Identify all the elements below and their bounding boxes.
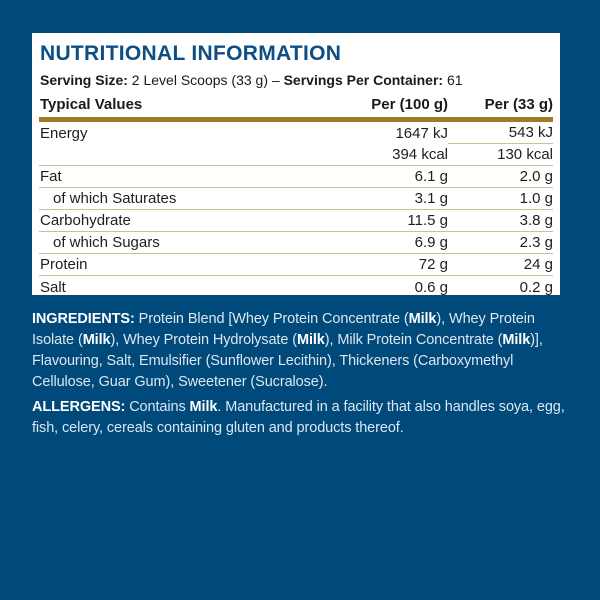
value-per-33g: 24 g xyxy=(523,256,553,273)
value-per-33g: 0.2 g xyxy=(519,278,553,296)
text-segment: ), Milk Protein Concentrate ( xyxy=(324,332,503,348)
servings-per-container-value: 61 xyxy=(443,72,463,88)
value-per-100g: 6.1 g xyxy=(414,168,448,185)
nutrient-label: of which Sugars xyxy=(53,234,160,251)
nutrient-label: Protein xyxy=(40,256,88,273)
value-per-33g: 543 kJ xyxy=(448,122,553,144)
value-per-100g: 1647 kJ xyxy=(395,124,448,142)
nutrient-label: of which Saturates xyxy=(53,190,177,207)
table-row-energy-kj: Energy 1647 kJ 543 kJ xyxy=(39,122,553,144)
table-row-fat: Fat 6.1 g 2.0 g xyxy=(39,166,553,188)
table-row-salt: Salt 0.6 g 0.2 g xyxy=(39,276,553,298)
value-per-100g: 3.1 g xyxy=(414,190,448,207)
nutrient-label: Fat xyxy=(40,168,62,185)
text-segment: . Manufactured in a facility that also h… xyxy=(32,399,565,436)
text-segment: Milk xyxy=(408,311,437,327)
nutrient-label: Salt xyxy=(40,278,66,296)
text-segment: )], Flavouring, Salt, Emulsifier (Sunflo… xyxy=(32,332,543,390)
value-per-33g: 3.8 g xyxy=(519,212,553,229)
table-row-carbohydrate: Carbohydrate 11.5 g 3.8 g xyxy=(39,210,553,232)
table-row-saturates: of which Saturates 3.1 g 1.0 g xyxy=(39,188,553,210)
column-header-typical-values: Typical Values xyxy=(40,96,143,113)
value-per-33g: 2.3 g xyxy=(519,234,553,251)
column-header-per-33g: Per (33 g) xyxy=(484,96,553,113)
text-segment: ), Whey Protein Hydrolysate ( xyxy=(110,332,298,348)
value-per-100g: 394 kcal xyxy=(392,146,448,163)
column-header-per-100g: Per (100 g) xyxy=(371,96,448,113)
value-per-100g: 6.9 g xyxy=(414,234,448,251)
ingredients-paragraph: INGREDIENTS: Protein Blend [Whey Protein… xyxy=(32,309,572,393)
serving-info-line: Serving Size: 2 Level Scoops (33 g) – Se… xyxy=(40,71,553,89)
nutrient-label: Carbohydrate xyxy=(40,212,131,229)
text-segment: Milk xyxy=(502,332,531,348)
dash-separator: – xyxy=(271,72,284,88)
serving-size-label: Serving Size: xyxy=(40,72,128,88)
text-segment: Protein Blend [Whey Protein Concentrate … xyxy=(138,311,409,327)
serving-size-value: 2 Level Scoops (33 g) xyxy=(127,72,272,88)
text-segment: ALLERGENS: xyxy=(32,399,130,415)
text-segment: Milk xyxy=(82,332,111,348)
header-rule xyxy=(39,117,553,122)
table-row-energy-kcal: 394 kcal 130 kcal xyxy=(39,144,553,166)
nutrition-facts-panel: NUTRITIONAL INFORMATION Serving Size: 2 … xyxy=(32,33,560,298)
value-per-100g: 72 g xyxy=(418,256,448,273)
table-header-row: Typical Values Per (100 g) Per (33 g) xyxy=(39,95,553,115)
nutrient-label: Energy xyxy=(40,124,88,142)
text-segment: Milk xyxy=(189,399,218,415)
value-per-100g: 0.6 g xyxy=(414,278,448,296)
text-segment: ), Whey Protein Isolate ( xyxy=(32,311,535,348)
value-per-33g: 2.0 g xyxy=(519,168,553,185)
servings-per-container-label: Servings Per Container: xyxy=(283,72,444,88)
table-row-sugars: of which Sugars 6.9 g 2.3 g xyxy=(39,232,553,254)
table-row-protein: Protein 72 g 24 g xyxy=(39,254,553,276)
value-per-33g: 130 kcal xyxy=(497,146,553,163)
allergens-paragraph: ALLERGENS: Contains Milk. Manufactured i… xyxy=(32,397,572,439)
text-segment: INGREDIENTS: xyxy=(32,311,139,327)
nutrition-table: Energy 1647 kJ 543 kJ 394 kcal 130 kcal … xyxy=(39,122,553,298)
value-per-100g: 11.5 g xyxy=(407,212,448,229)
text-segment: Milk xyxy=(296,332,325,348)
panel-title: NUTRITIONAL INFORMATION xyxy=(40,42,342,65)
value-per-33g: 1.0 g xyxy=(519,190,553,207)
text-segment: Contains xyxy=(129,399,190,415)
